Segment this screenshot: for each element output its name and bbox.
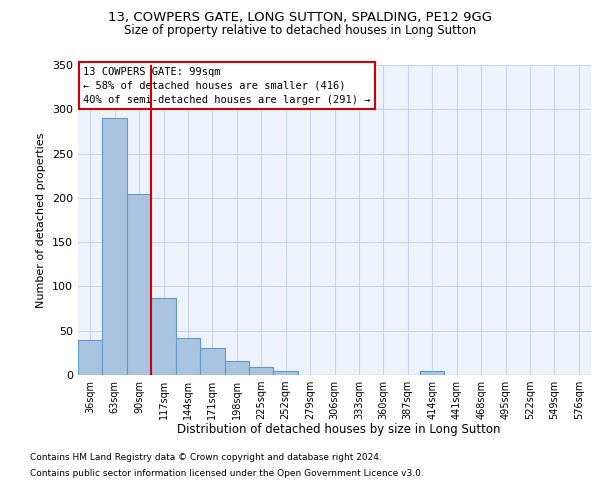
- Bar: [127, 194, 151, 375]
- Bar: [103, 118, 127, 375]
- Text: 13 COWPERS GATE: 99sqm
← 58% of detached houses are smaller (416)
40% of semi-de: 13 COWPERS GATE: 99sqm ← 58% of detached…: [83, 66, 371, 104]
- Text: Size of property relative to detached houses in Long Sutton: Size of property relative to detached ho…: [124, 24, 476, 37]
- Text: Contains HM Land Registry data © Crown copyright and database right 2024.: Contains HM Land Registry data © Crown c…: [30, 454, 382, 462]
- Bar: [78, 340, 103, 375]
- Bar: [249, 367, 274, 375]
- Bar: [151, 298, 176, 375]
- Text: Distribution of detached houses by size in Long Sutton: Distribution of detached houses by size …: [177, 422, 501, 436]
- Bar: [224, 361, 249, 375]
- Bar: [176, 338, 200, 375]
- Bar: [274, 370, 298, 375]
- Bar: [200, 348, 224, 375]
- Text: 13, COWPERS GATE, LONG SUTTON, SPALDING, PE12 9GG: 13, COWPERS GATE, LONG SUTTON, SPALDING,…: [108, 11, 492, 24]
- Bar: [420, 372, 445, 375]
- Text: Contains public sector information licensed under the Open Government Licence v3: Contains public sector information licen…: [30, 468, 424, 477]
- Y-axis label: Number of detached properties: Number of detached properties: [37, 132, 46, 308]
